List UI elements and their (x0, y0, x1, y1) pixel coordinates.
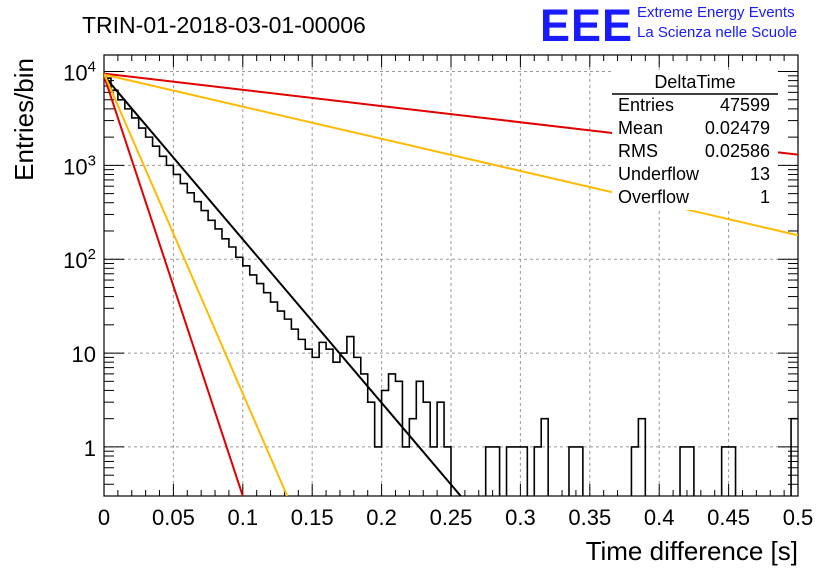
stats-value: 1 (760, 187, 770, 207)
stats-label: Mean (618, 118, 663, 138)
x-tick-label: 0.15 (291, 505, 334, 530)
stats-value: 0.02586 (705, 141, 770, 161)
x-tick-label: 0.35 (568, 505, 611, 530)
x-tick-label: 0.5 (783, 505, 814, 530)
stats-value: 13 (750, 164, 770, 184)
x-tick-label: 0.3 (505, 505, 536, 530)
x-tick-label: 0.25 (430, 505, 473, 530)
stats-label: Underflow (618, 164, 700, 184)
eee-logo: EEE (540, 0, 634, 51)
y-tick-label: 10 (72, 342, 96, 367)
y-axis-title: Entries/bin (9, 58, 39, 181)
stats-title: DeltaTime (654, 72, 735, 92)
x-tick-label: 0 (98, 505, 110, 530)
y-tick-label: 1 (84, 436, 96, 461)
x-tick-label: 0.2 (366, 505, 397, 530)
stats-label: RMS (618, 141, 658, 161)
fit-line-1 (104, 75, 244, 496)
fit-line-0 (104, 75, 462, 496)
stats-value: 47599 (720, 95, 770, 115)
x-tick-label: 0.45 (707, 505, 750, 530)
logo-line-1: Extreme Energy Events (637, 4, 795, 21)
y-tick-label: 102 (63, 246, 96, 273)
stats-value: 0.02479 (705, 118, 770, 138)
x-tick-label: 0.4 (644, 505, 675, 530)
x-tick-label: 0.05 (152, 505, 195, 530)
y-tick-label: 104 (63, 59, 96, 86)
x-tick-label: 0.1 (228, 505, 259, 530)
stats-label: Entries (618, 95, 674, 115)
fit-line-2 (104, 73, 289, 496)
histogram-steps (104, 77, 798, 496)
run-title: TRIN-01-2018-03-01-00006 (82, 12, 366, 38)
stats-label: Overflow (618, 187, 690, 207)
x-axis-title: Time difference [s] (586, 536, 798, 566)
logo-line-2: La Scienza nelle Scuole (637, 24, 798, 41)
y-tick-label: 103 (63, 152, 96, 179)
